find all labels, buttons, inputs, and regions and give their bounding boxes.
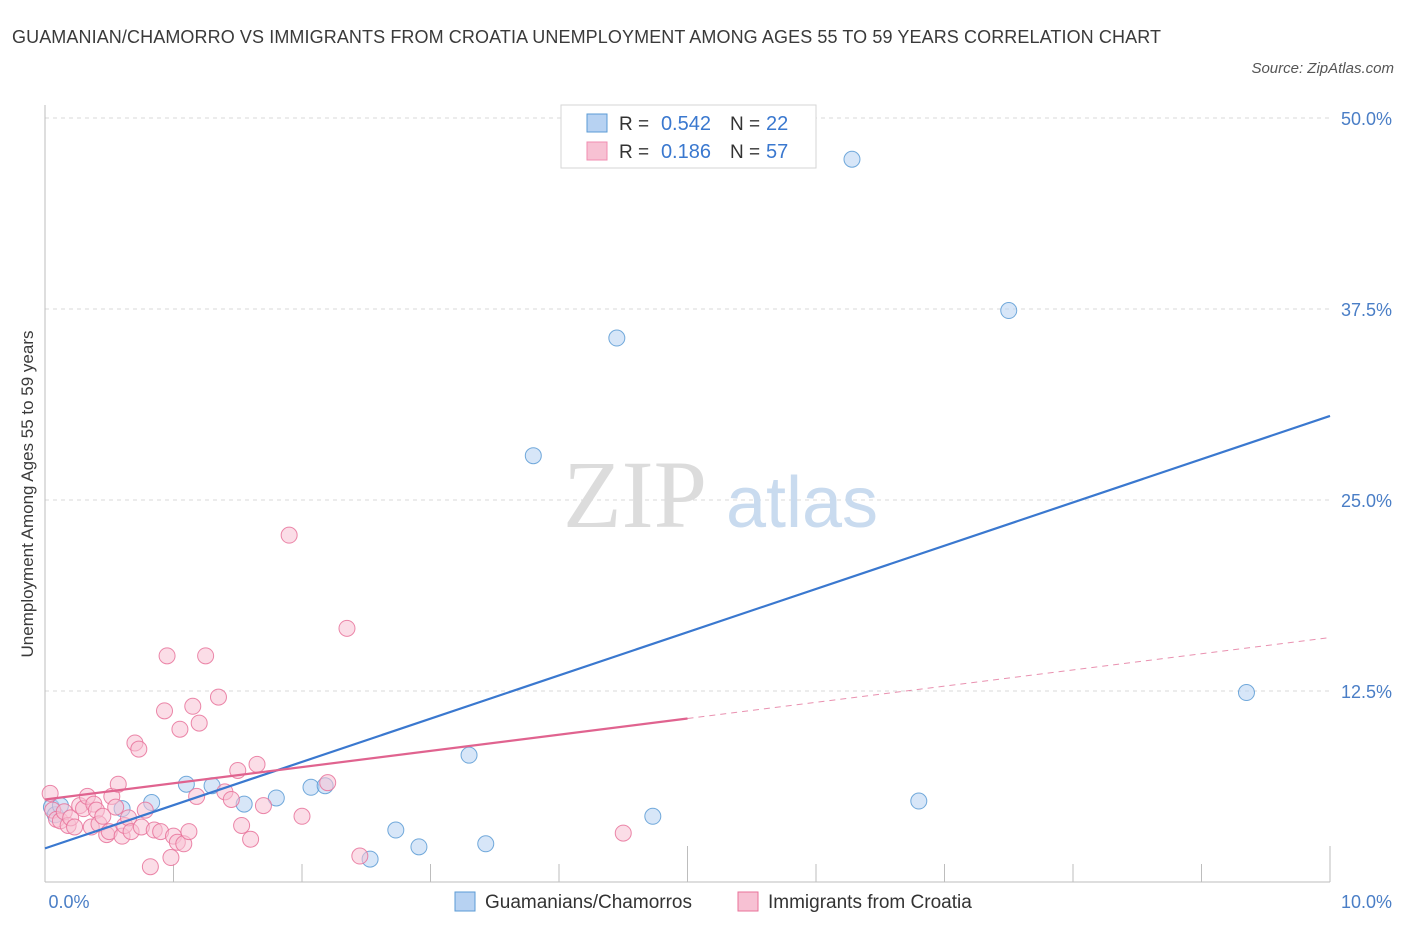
croatia-point-32 bbox=[156, 702, 174, 720]
y-tick-label-3: 50.0% bbox=[1341, 109, 1392, 129]
croatia-point-50 bbox=[248, 755, 266, 773]
stats-n-label-0: N = bbox=[730, 114, 760, 135]
croatia-point-48 bbox=[233, 816, 251, 834]
trend-lines bbox=[44, 414, 1331, 850]
guamanian-point-15 bbox=[477, 835, 495, 853]
stats-n-value-0: 22 bbox=[766, 113, 788, 135]
y-axis-label: Unemployment Among Ages 55 to 59 years bbox=[18, 331, 37, 658]
croatia-point-34 bbox=[162, 849, 180, 867]
stats-legend: R = 0.542 N = 22 R = 0.186 N = 57 bbox=[560, 104, 817, 169]
croatia-point-44 bbox=[209, 688, 227, 706]
guamanian-point-16 bbox=[524, 447, 542, 465]
croatia-point-40 bbox=[184, 697, 202, 715]
croatia-point-53 bbox=[293, 807, 311, 825]
croatia-point-46 bbox=[222, 790, 240, 808]
y-tick-label-2: 37.5% bbox=[1341, 300, 1392, 320]
stats-swatch-1 bbox=[586, 141, 608, 161]
axes bbox=[44, 105, 1331, 883]
trend-line-1 bbox=[44, 717, 688, 801]
stats-r-label-1: R = bbox=[619, 142, 649, 163]
croatia-point-43 bbox=[197, 647, 215, 665]
y-tick-label-0: 12.5% bbox=[1341, 682, 1392, 702]
trend-line-0 bbox=[44, 414, 1331, 850]
x-tick-label-1: 10.0% bbox=[1341, 892, 1392, 912]
guamanian-point-21 bbox=[1000, 302, 1018, 320]
stats-r-value-0: 0.542 bbox=[661, 113, 711, 135]
croatia-point-39 bbox=[180, 823, 198, 841]
croatia-point-33 bbox=[158, 647, 176, 665]
croatia-point-57 bbox=[614, 824, 632, 842]
croatia-point-7 bbox=[66, 818, 84, 836]
croatia-point-20 bbox=[109, 775, 127, 793]
trend-line-dashed-1 bbox=[687, 637, 1331, 720]
croatia-point-15 bbox=[94, 807, 112, 825]
croatia-point-54 bbox=[319, 774, 337, 792]
guamanian-point-12 bbox=[387, 821, 405, 839]
stats-r-value-1: 0.186 bbox=[661, 141, 711, 163]
guamanian-point-22 bbox=[1237, 684, 1255, 702]
legend-swatch-1 bbox=[737, 891, 759, 912]
stats-n-value-1: 57 bbox=[766, 141, 788, 163]
legend-swatch-0 bbox=[454, 891, 476, 912]
legend-label-1: Immigrants from Croatia bbox=[768, 892, 972, 913]
guamanian-point-14 bbox=[460, 746, 478, 764]
croatia-point-52 bbox=[280, 526, 298, 544]
guamanian-point-13 bbox=[410, 838, 428, 856]
source-label: Source: ZipAtlas.com bbox=[1251, 60, 1394, 77]
gridlines bbox=[45, 117, 1330, 692]
croatia-point-26 bbox=[130, 740, 148, 758]
guamanian-point-9 bbox=[302, 778, 320, 796]
croatia-point-29 bbox=[141, 858, 159, 876]
croatia-point-56 bbox=[351, 847, 369, 865]
croatia-point-19 bbox=[107, 798, 125, 816]
guamanian-point-8 bbox=[267, 789, 285, 807]
stats-n-label-1: N = bbox=[730, 142, 760, 163]
x-tick-label-0: 0.0% bbox=[48, 892, 89, 912]
croatia-point-42 bbox=[190, 714, 208, 732]
y-tick-label-1: 25.0% bbox=[1341, 491, 1392, 511]
watermark-zip: ZIP bbox=[563, 441, 707, 548]
croatia-point-49 bbox=[242, 830, 260, 848]
guamanian-point-18 bbox=[644, 807, 662, 825]
stats-r-label-0: R = bbox=[619, 114, 649, 135]
guamanian-point-20 bbox=[910, 792, 928, 810]
data-points bbox=[41, 150, 1255, 876]
watermark: ZIP atlas bbox=[563, 441, 878, 548]
croatia-point-55 bbox=[338, 619, 356, 637]
watermark-atlas: atlas bbox=[726, 463, 878, 543]
guamanian-point-19 bbox=[843, 150, 861, 168]
croatia-point-51 bbox=[254, 797, 272, 815]
stats-swatch-0 bbox=[586, 113, 608, 133]
guamanian-point-17 bbox=[608, 329, 626, 347]
series-legend: Guamanians/Chamorros Immigrants from Croa… bbox=[454, 891, 972, 913]
legend-label-0: Guamanians/Chamorros bbox=[485, 892, 692, 913]
croatia-point-37 bbox=[171, 720, 189, 738]
chart-title: GUAMANIAN/CHAMORRO VS IMMIGRANTS FROM CR… bbox=[12, 27, 1162, 47]
tick-labels: 12.5% 25.0% 37.5% 50.0% 0.0% 10.0% bbox=[48, 109, 1392, 912]
